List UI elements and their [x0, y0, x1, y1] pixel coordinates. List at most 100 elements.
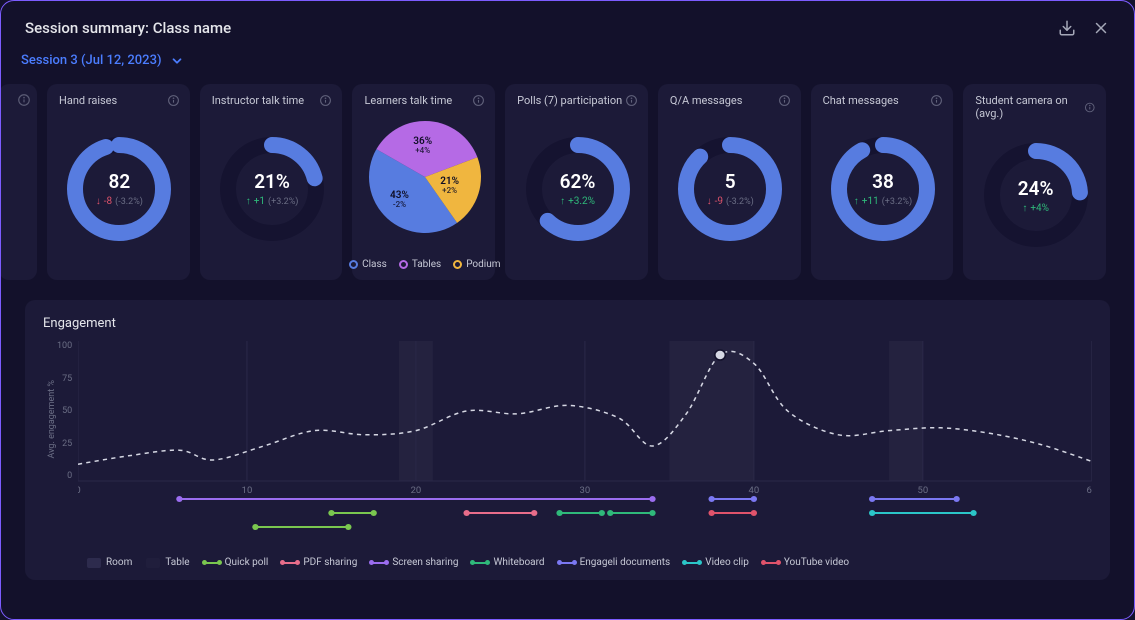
- legend-line: [204, 562, 220, 564]
- engagement-panel: Engagement Avg. engagement % 1007550250 …: [25, 300, 1110, 580]
- card-title: Learners talk time: [364, 94, 452, 107]
- download-icon[interactable]: [1058, 19, 1076, 37]
- y-tick: 75: [57, 374, 72, 384]
- session-selector[interactable]: Session 3 (Jul 12, 2023): [1, 45, 1134, 84]
- legend-item: Engageli documents: [559, 557, 671, 568]
- legend-item: Quick poll: [204, 557, 269, 568]
- legend-item: YouTube video: [763, 557, 849, 568]
- info-icon: [17, 92, 31, 106]
- legend-swatch: [146, 558, 160, 568]
- svg-text:0: 0: [78, 485, 81, 496]
- arrow-down-icon: ↓: [96, 196, 101, 207]
- svg-text:40: 40: [749, 485, 760, 496]
- card-title: Q/A messages: [670, 94, 743, 107]
- donut-center: 21% ↑+1 (+3.2%): [217, 134, 327, 244]
- metric-value: 62%: [560, 170, 596, 193]
- metric-delta: ↑+4%: [1022, 203, 1049, 214]
- info-icon[interactable]: [778, 94, 791, 107]
- arrow-up-icon: ↑: [246, 196, 251, 207]
- y-axis-label: Avg. engagement %: [43, 380, 57, 459]
- legend-line: [559, 562, 575, 564]
- metric-card-chat: Chat messages 38 ↑+11 (+3.2%): [811, 84, 954, 280]
- legend-item: Podium: [453, 259, 500, 270]
- info-icon[interactable]: [167, 94, 180, 107]
- legend-item: Whiteboard: [472, 557, 544, 568]
- info-icon[interactable]: [1084, 101, 1096, 114]
- donut-center: 38 ↑+11 (+3.2%): [828, 134, 938, 244]
- legend-item: Table: [146, 557, 189, 568]
- pie-legend: ClassTablesPodium: [364, 251, 485, 270]
- legend-line: [371, 562, 387, 564]
- arrow-up-icon: ↑: [560, 196, 565, 207]
- arrow-up-icon: ↑: [1022, 203, 1027, 214]
- metric-delta: ↓-9 (-3.2%): [707, 196, 754, 207]
- legend-line: [763, 562, 779, 564]
- metric-card-camera: Student camera on (avg.) 24% ↑+4%: [963, 84, 1106, 280]
- metric-card-learners-talk: Learners talk time 43%-2% 36%+4% 21%+2% Clas…: [352, 84, 495, 280]
- close-icon[interactable]: [1092, 19, 1110, 37]
- donut-center: 24% ↑+4%: [981, 140, 1091, 250]
- metric-delta: ↑+3.2%: [560, 196, 595, 207]
- chart-plot: 0 10 20 30 40 50 60: [78, 341, 1092, 547]
- prev-card-sliver[interactable]: [1, 84, 37, 280]
- svg-text:50: 50: [918, 485, 929, 496]
- y-tick: 100: [57, 341, 72, 351]
- arrow-down-icon: ↓: [707, 196, 712, 207]
- svg-text:20: 20: [411, 485, 422, 496]
- donut-center: 82 ↓-8 (-3.2%): [64, 134, 174, 244]
- engagement-chart: Avg. engagement % 100 75 50 25 0 0 10 20 30 40 50…: [43, 341, 1092, 547]
- metric-value: 82: [109, 170, 131, 193]
- metric-value: 5: [725, 170, 736, 193]
- legend-item: PDF sharing: [282, 557, 357, 568]
- card-title: Student camera on (avg.): [975, 94, 1084, 120]
- engagement-title: Engagement: [43, 316, 1092, 331]
- pie-slice-label: 21%+2%: [440, 176, 459, 196]
- legend-item: Tables: [399, 259, 441, 270]
- card-title: Polls (7) participation: [517, 94, 622, 107]
- metric-delta: ↑+11 (+3.2%): [854, 196, 912, 207]
- legend-swatch: [87, 558, 101, 568]
- header-bar: Session summary: Class name: [1, 1, 1134, 45]
- svg-text:30: 30: [580, 485, 591, 496]
- legend-item: Screen sharing: [371, 557, 458, 568]
- card-title: Chat messages: [823, 94, 899, 107]
- arrow-up-icon: ↑: [854, 196, 859, 207]
- header-actions: [1058, 19, 1110, 37]
- y-tick: 0: [57, 471, 72, 481]
- pie-slice-label: 43%-2%: [390, 190, 409, 210]
- session-selector-label: Session 3 (Jul 12, 2023): [21, 53, 162, 68]
- y-tick: 50: [57, 406, 72, 416]
- pie-slice-label: 36%+4%: [413, 136, 432, 156]
- card-title: Hand raises: [59, 94, 117, 107]
- engagement-legend: Room Table Quick poll PDF sharing Screen sha…: [43, 547, 1092, 568]
- donut-center: 62% ↑+3.2%: [523, 134, 633, 244]
- info-icon[interactable]: [319, 94, 332, 107]
- legend-item: Room: [87, 557, 132, 568]
- page-title: Session summary: Class name: [25, 19, 231, 37]
- metric-value: 21%: [254, 170, 290, 193]
- metric-card-hand-raises: Hand raises 82 ↓-8 (-3.2%): [47, 84, 190, 280]
- metric-value: 24%: [1018, 177, 1054, 200]
- svg-text:10: 10: [242, 485, 253, 496]
- legend-line: [282, 562, 298, 564]
- metric-card-polls: Polls (7) participation 62% ↑+3.2%: [505, 84, 648, 280]
- donut-center: 5 ↓-9 (-3.2%): [675, 134, 785, 244]
- info-icon[interactable]: [625, 94, 638, 107]
- legend-item: Video clip: [684, 557, 749, 568]
- metric-delta: ↓-8 (-3.2%): [96, 196, 143, 207]
- y-tick: 25: [57, 439, 72, 449]
- chevron-down-icon: [170, 54, 184, 68]
- legend-line: [684, 562, 700, 564]
- card-title: Instructor talk time: [212, 94, 304, 107]
- info-icon[interactable]: [930, 94, 943, 107]
- legend-item: Class: [349, 259, 387, 270]
- metric-card-qa: Q/A messages 5 ↓-9 (-3.2%): [658, 84, 801, 280]
- metric-card-instructor-talk: Instructor talk time 21% ↑+1 (+3.2%): [200, 84, 343, 280]
- info-icon[interactable]: [472, 94, 485, 107]
- y-axis-ticks: 100 75 50 25 0: [57, 341, 78, 481]
- legend-line: [472, 562, 488, 564]
- metric-value: 38: [872, 170, 894, 193]
- metrics-row: Hand raises 82 ↓-8 (-3.2%) Instructor talk …: [1, 84, 1134, 280]
- metric-delta: ↑+1 (+3.2%): [246, 196, 299, 207]
- svg-text:60: 60: [1087, 485, 1092, 496]
